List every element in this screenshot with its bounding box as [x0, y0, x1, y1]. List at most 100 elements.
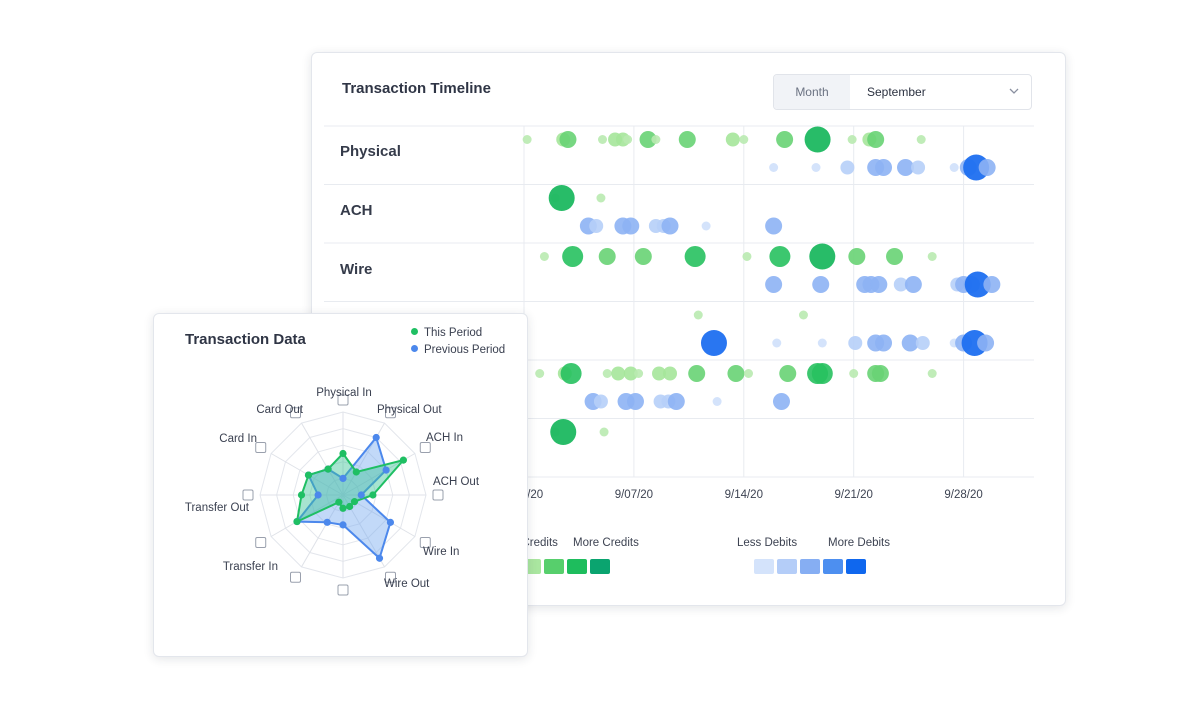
radar-point — [352, 468, 360, 476]
credit-bubble — [927, 252, 937, 261]
radar-axis-label: ACH Out — [433, 476, 480, 488]
debit-bubble — [712, 397, 722, 406]
debit-bubble — [870, 276, 888, 293]
debit-swatch — [777, 559, 797, 574]
credit-bubble — [611, 366, 626, 381]
debit-bubble — [589, 219, 604, 233]
radar-point — [346, 502, 354, 511]
debit-bubble — [964, 271, 991, 298]
credit-bubble — [651, 135, 661, 144]
credit-bubble — [598, 248, 616, 265]
credit-swatch — [567, 559, 587, 574]
radar-title: Transaction Data — [185, 331, 306, 348]
radar-axis-marker — [385, 571, 396, 583]
debit-bubble — [769, 163, 779, 172]
debit-bubble — [765, 217, 783, 235]
radar-axis-marker — [337, 394, 349, 406]
credit-bubble — [776, 131, 794, 148]
credit-bubble — [560, 363, 582, 384]
credit-bubble — [535, 369, 545, 378]
chevron-down-icon — [1009, 88, 1019, 94]
debit-bubble — [875, 159, 893, 176]
debit-bubble — [661, 217, 679, 235]
month-selector[interactable]: Month September — [773, 74, 1032, 110]
radar-point — [375, 554, 384, 562]
radar-axis-label: Card In — [219, 433, 257, 445]
credit-bubble — [849, 369, 859, 378]
credit-bubble — [634, 369, 644, 378]
debit-bubble — [593, 394, 608, 409]
radar-axis-marker — [385, 407, 396, 419]
radar-point — [293, 517, 301, 526]
credit-bubble — [559, 131, 577, 148]
credit-bubble — [742, 252, 752, 261]
x-tick-label: 9/21/20 — [835, 489, 873, 501]
debit-bubble — [949, 163, 959, 172]
credit-bubble — [769, 246, 791, 267]
debit-bubble — [700, 330, 727, 356]
credit-bubble — [522, 135, 532, 144]
radar-axis-label: Transfer In — [223, 561, 278, 573]
debit-bubble — [875, 334, 893, 352]
radar-axis-marker — [255, 537, 267, 548]
credit-bubble — [639, 131, 657, 148]
debit-bubble — [812, 276, 830, 293]
radar-point — [297, 491, 306, 499]
credit-bubble — [804, 126, 831, 153]
credit-bubble — [871, 365, 889, 382]
radar-point — [324, 465, 332, 473]
radar-point — [350, 498, 359, 506]
radar-axis-label: Physical In — [316, 387, 372, 399]
credit-bubble — [927, 369, 937, 378]
debit-bubble — [772, 393, 790, 410]
credit-bubble — [847, 135, 857, 144]
legend-previous-period-label: Previous Period — [424, 344, 506, 356]
credit-bubble — [678, 131, 696, 148]
row-label-physical: Physical — [340, 143, 401, 160]
debit-swatch — [800, 559, 820, 574]
radar-axis-marker — [432, 489, 444, 501]
credit-swatch — [544, 559, 564, 574]
credit-bubble — [848, 248, 866, 265]
debit-bubble — [897, 159, 915, 176]
debit-bubble — [817, 338, 827, 348]
debit-bubble — [622, 217, 640, 235]
radar-point — [399, 456, 407, 464]
debit-swatch — [823, 559, 843, 574]
credit-bubble — [550, 419, 577, 445]
legend-less-debits: Less Debits — [737, 537, 798, 549]
debit-bubble — [765, 276, 783, 293]
debit-bubble — [983, 276, 1001, 293]
radar-point — [314, 491, 322, 499]
month-selector-value: September — [867, 85, 926, 99]
credit-swatch — [590, 559, 610, 574]
debit-bubble — [667, 393, 685, 410]
legend-dot-previous-period — [411, 345, 418, 352]
credit-bubble — [539, 252, 549, 261]
credit-bubble — [886, 248, 904, 265]
credit-bubble — [798, 310, 808, 320]
debit-bubble — [840, 160, 855, 175]
radar-spoke — [270, 494, 344, 537]
radar-point — [339, 449, 347, 458]
x-tick-label: 9/14/20 — [725, 489, 763, 501]
legend-more-debits: More Debits — [828, 537, 890, 549]
radar-point — [304, 471, 313, 479]
credit-bubble — [602, 369, 612, 378]
radar-point — [357, 491, 365, 499]
radar-point — [335, 498, 343, 506]
debit-bubble — [811, 163, 821, 172]
credit-bubble — [652, 366, 667, 381]
credit-bubble — [596, 193, 606, 203]
radar-axis-marker — [419, 537, 431, 548]
debit-bubble — [848, 336, 863, 350]
debit-bubble — [904, 276, 922, 293]
credit-bubble — [663, 366, 678, 381]
radar-axis-label: Wire Out — [384, 578, 430, 590]
radar-point — [339, 504, 347, 512]
debit-bubble — [977, 334, 995, 352]
radar-axis-marker — [290, 571, 301, 583]
debit-bubble — [626, 393, 644, 410]
legend-dot-this-period — [411, 328, 418, 335]
credit-bubble — [623, 135, 633, 144]
